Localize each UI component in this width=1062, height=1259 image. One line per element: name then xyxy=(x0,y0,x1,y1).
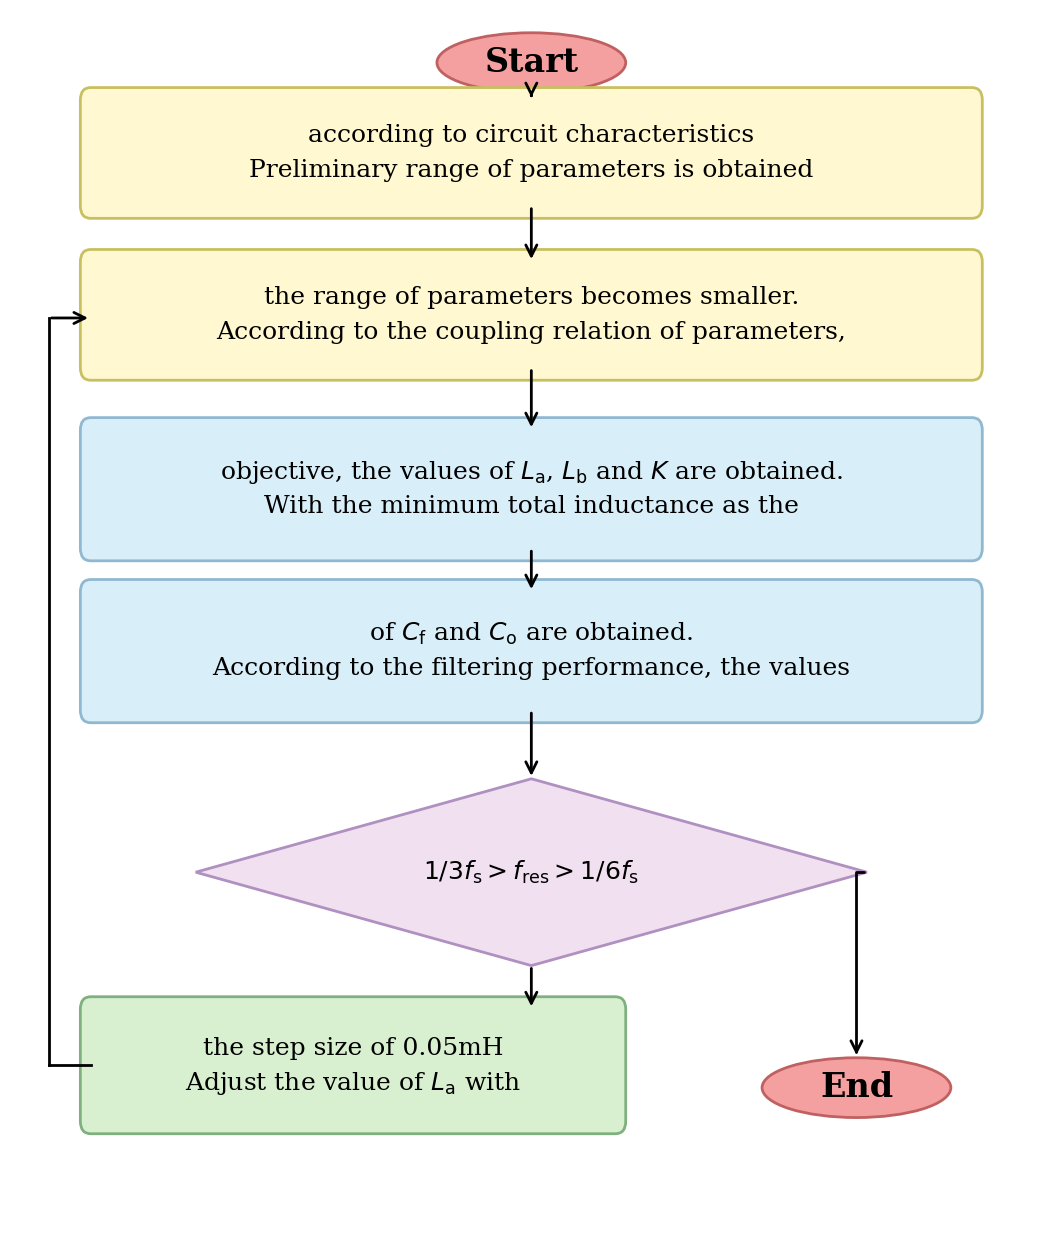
Text: End: End xyxy=(820,1071,892,1104)
Text: According to the filtering performance, the values: According to the filtering performance, … xyxy=(212,657,850,680)
Polygon shape xyxy=(195,779,867,966)
Text: of $C_{\mathrm{f}}$ and $C_{\mathrm{o}}$ are obtained.: of $C_{\mathrm{f}}$ and $C_{\mathrm{o}}$… xyxy=(369,621,693,647)
FancyBboxPatch shape xyxy=(81,997,626,1134)
Text: the range of parameters becomes smaller.: the range of parameters becomes smaller. xyxy=(263,286,799,310)
Text: according to circuit characteristics: according to circuit characteristics xyxy=(308,125,754,147)
Text: objective, the values of $L_{\mathrm{a}}$, $L_{\mathrm{b}}$ and $K$ are obtained: objective, the values of $L_{\mathrm{a}}… xyxy=(220,458,842,486)
Text: According to the coupling relation of parameters,: According to the coupling relation of pa… xyxy=(217,321,845,344)
FancyBboxPatch shape xyxy=(81,418,981,562)
FancyBboxPatch shape xyxy=(81,579,981,723)
Text: With the minimum total inductance as the: With the minimum total inductance as the xyxy=(263,495,799,519)
Text: $1/3f_{\mathrm{s}}>f_{\mathrm{res}}>1/6f_{\mathrm{s}}$: $1/3f_{\mathrm{s}}>f_{\mathrm{res}}>1/6f… xyxy=(423,859,639,886)
Ellipse shape xyxy=(436,33,626,93)
Text: the step size of 0.05mH: the step size of 0.05mH xyxy=(203,1036,503,1059)
Text: Adjust the value of $L_{\mathrm{a}}$ with: Adjust the value of $L_{\mathrm{a}}$ wit… xyxy=(185,1069,520,1097)
FancyBboxPatch shape xyxy=(81,249,981,380)
Text: Preliminary range of parameters is obtained: Preliminary range of parameters is obtai… xyxy=(249,159,813,183)
FancyBboxPatch shape xyxy=(81,88,981,219)
Ellipse shape xyxy=(761,1058,950,1118)
Text: Start: Start xyxy=(484,47,578,79)
